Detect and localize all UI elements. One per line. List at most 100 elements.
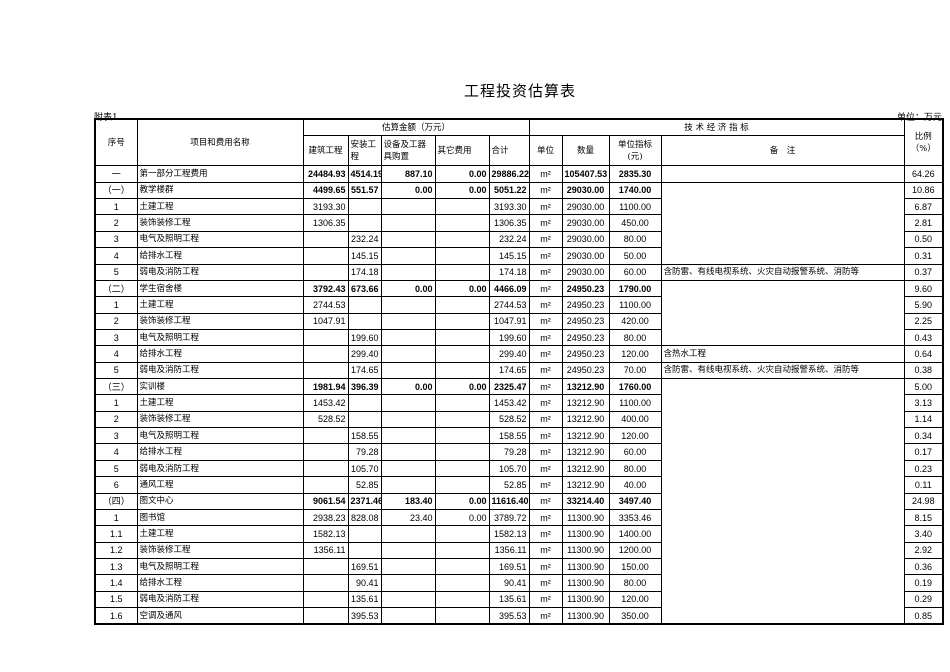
cell-installation: 52.85 [347,476,382,494]
cell-installation: 2371.46 [347,492,382,510]
cell-construction [302,443,349,461]
cell-quantity: 11300.90 [561,525,610,543]
cell-name: 图文中心 [136,492,304,510]
cell-seq: 一 [94,165,138,183]
cell-quantity: 13212.90 [561,443,610,461]
cell-quantity: 11300.90 [561,607,610,625]
table-row: 2 装饰装修工程 1047.91 1047.91 m² 24950.23 420.00 2.2… [94,312,944,330]
cell-other [434,230,490,249]
cell-ratio: 5.00 [903,378,944,396]
cell-other: 0.00 [434,508,490,527]
cell-seq: 5 [94,459,138,478]
cell-ratio: 10.86 [903,181,944,200]
cell-quantity: 24950.23 [561,328,610,347]
cell-ratio: 3.40 [903,525,944,543]
cell-quantity: 13212.90 [561,378,610,396]
cell-remarks [660,182,905,199]
cell-installation: 90.41 [347,574,382,592]
cell-seq: （四） [94,492,138,510]
cell-ratio: 64.26 [903,165,944,183]
cell-equipment: 0.00 [380,181,436,200]
cell-other [434,312,490,330]
cell-total: 105.70 [488,459,530,478]
cell-installation: 4514.19 [347,165,382,183]
cell-quantity: 11300.90 [561,557,610,576]
cell-unit-index: 450.00 [608,214,662,232]
table-row: 1.5 弱电及消防工程 135.61 135.61 m² 11300.90 120.00 0.… [94,590,944,609]
cell-remarks [660,542,905,559]
cell-unit: m² [528,394,563,412]
cell-unit-index: 1740.00 [608,181,662,200]
cell-installation [347,394,382,412]
cell-other [434,574,490,592]
header-construction: 建筑工程 [302,135,349,167]
cell-equipment: 183.40 [380,492,436,510]
cell-equipment [380,312,436,330]
table-row: （四） 图文中心 9061.54 2371.46 183.40 0.00 11616.40 m… [94,492,944,510]
cell-ratio: 0.36 [903,557,944,576]
cell-name: 电气及照明工程 [136,230,304,249]
cell-unit-index: 420.00 [608,312,662,330]
table-row: 1.3 电气及照明工程 169.51 169.51 m² 11300.90 150.00 0.… [94,557,944,576]
cell-unit: m² [528,459,563,478]
cell-unit-index: 80.00 [608,230,662,249]
cell-equipment [380,607,436,625]
cell-remarks: 含防雷、有线电视系统、火灾自动报警系统、消防等 [660,263,905,281]
cell-unit-index: 80.00 [608,459,662,478]
cell-ratio: 3.13 [903,394,944,412]
cell-remarks [660,296,905,314]
table-row: 1 土建工程 3193.30 3193.30 m² 29030.00 1100.00 6.87 [94,198,944,216]
cell-construction [302,607,349,625]
cell-other [434,476,490,494]
table-row: 1.2 装饰装修工程 1356.11 1356.11 m² 11300.90 1200.00… [94,541,944,559]
cell-construction [302,345,349,363]
cell-total: 3789.72 [488,508,530,527]
table-row: 1 土建工程 2744.53 2744.53 m² 24950.23 1100.00 5.90 [94,296,944,314]
cell-construction: 3193.30 [302,198,349,216]
cell-total: 199.60 [488,328,530,347]
cell-ratio: 0.85 [903,607,944,625]
cell-construction: 4499.65 [302,181,349,200]
cell-installation [347,410,382,429]
cell-seq: （二） [94,279,138,298]
cell-ratio: 2.25 [903,312,944,330]
cell-quantity: 29030.00 [561,230,610,249]
cell-construction: 1356.11 [302,541,349,559]
cell-name: 土建工程 [136,198,304,216]
table-row: 3 电气及照明工程 232.24 232.24 m² 29030.00 80.00 0.50 [94,230,944,249]
cell-unit: m² [528,574,563,592]
cell-seq: 2 [94,214,138,232]
cell-unit-index: 350.00 [608,607,662,625]
cell-unit: m² [528,361,563,380]
cell-installation: 135.61 [347,590,382,609]
cell-other [434,557,490,576]
cell-other [434,345,490,363]
cell-ratio: 1.14 [903,410,944,429]
cell-remarks [660,280,905,297]
cell-total: 79.28 [488,443,530,461]
cell-equipment [380,410,436,429]
cell-ratio: 0.43 [903,328,944,347]
cell-other [434,198,490,216]
cell-name: 弱电及消防工程 [136,361,304,380]
cell-name: 教学楼群 [136,181,304,200]
cell-other: 0.00 [434,181,490,200]
cell-installation: 158.55 [347,427,382,445]
header-unit: 单位 [528,135,563,167]
cell-quantity: 11300.90 [561,508,610,527]
header-installation: 安装工程 [347,135,382,167]
cell-remarks [660,329,905,346]
cell-remarks [660,411,905,428]
cell-seq: 2 [94,312,138,330]
cell-other [434,247,490,265]
cell-other [434,459,490,478]
cell-construction [302,328,349,347]
cell-construction: 528.52 [302,410,349,429]
cell-equipment: 0.00 [380,279,436,298]
cell-seq: 4 [94,443,138,461]
cell-ratio: 0.19 [903,574,944,592]
cell-total: 135.61 [488,590,530,609]
cell-name: 土建工程 [136,525,304,543]
cell-ratio: 0.64 [903,345,944,363]
cell-ratio: 2.81 [903,214,944,232]
